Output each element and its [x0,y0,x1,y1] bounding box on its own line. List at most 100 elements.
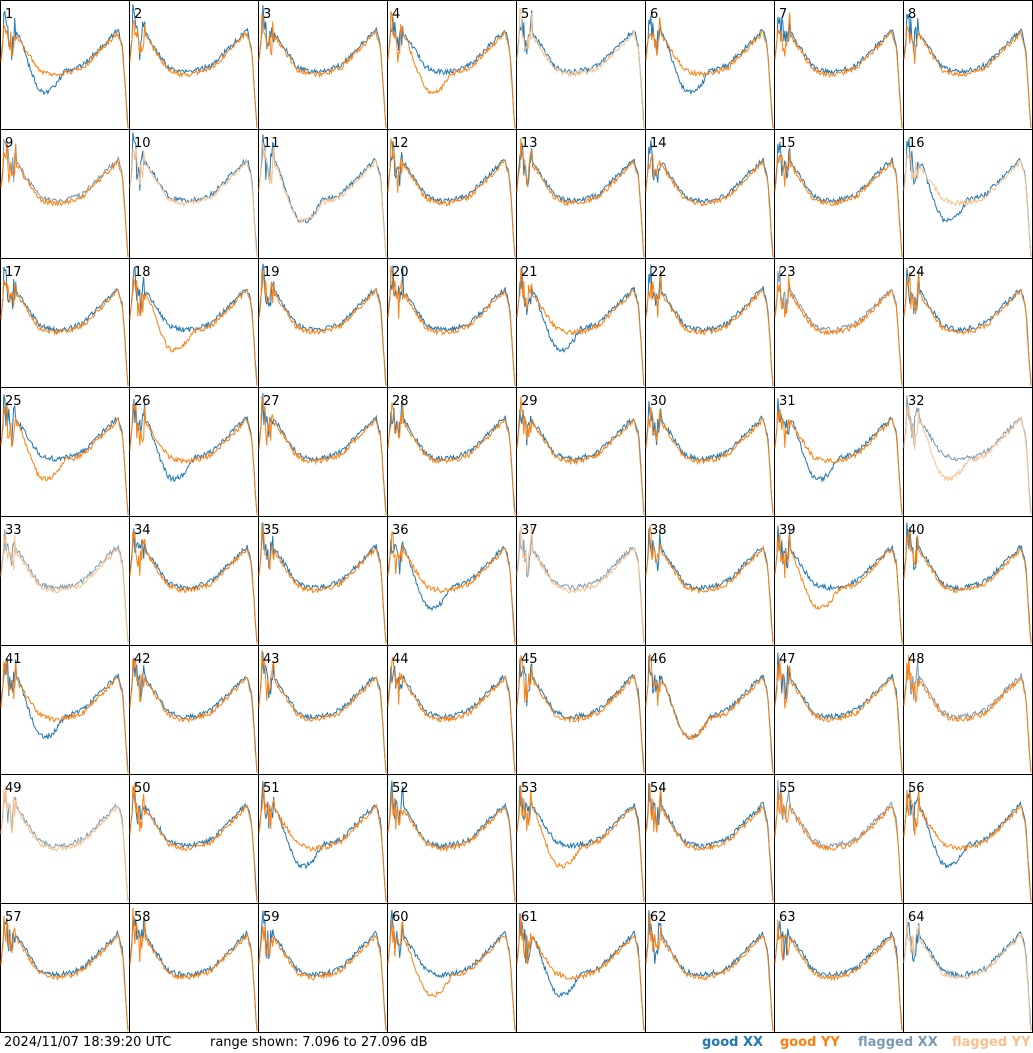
panel-yy-line-46 [645,653,774,774]
panel-yy-line-3 [258,13,387,129]
panel-yy-line-12 [387,138,516,258]
panel-frame-4 [387,0,517,130]
legend-flagged-yy: flagged YY [952,1035,1031,1050]
panel-yy-line-42 [129,658,258,774]
panel-yy-line-26 [129,403,258,516]
panel-label-47: 47 [779,652,796,667]
panel-yy-line-60 [387,919,516,1032]
panel-label-4: 4 [392,7,400,22]
panel-label-23: 23 [779,265,796,280]
panel-yy-line-28 [387,402,516,516]
panel-yy-line-49 [0,785,129,903]
panel-yy-line-38 [645,525,774,645]
panel-label-38: 38 [650,523,667,538]
panel-label-8: 8 [908,7,916,22]
panel-frame-8 [903,0,1033,130]
panel-yy-line-45 [516,655,645,774]
panel-frame-62 [645,903,775,1033]
panel-xx-line-8 [903,13,1032,129]
panel-yy-line-47 [774,657,903,774]
panel-yy-line-30 [645,406,774,516]
range-text: range shown: 7.096 to 27.096 dB [210,1035,428,1050]
panel-xx-line-7 [774,15,903,129]
panel-label-26: 26 [134,394,151,409]
panel-label-10: 10 [134,136,151,151]
panel-frame-18 [129,258,259,388]
panel-yy-line-4 [387,11,516,129]
panel-label-20: 20 [392,265,409,280]
panel-yy-line-61 [516,914,645,1032]
panel-yy-line-8 [903,24,1032,129]
panel-xx-line-62 [645,910,774,1031]
panel-xx-line-32 [903,395,1032,513]
panel-yy-line-29 [516,396,645,516]
panel-label-13: 13 [521,136,538,151]
timestamp: 2024/11/07 18:39:20 UTC [4,1035,172,1050]
panel-xx-line-26 [129,398,258,513]
panel-label-29: 29 [521,394,538,409]
panel-label-19: 19 [263,265,280,280]
panel-xx-line-60 [387,909,516,1031]
panel-yy-line-33 [0,534,129,645]
panel-frame-60 [387,903,517,1033]
panel-label-64: 64 [908,910,925,925]
panel-xx-line-37 [516,525,645,643]
panel-yy-line-11 [258,141,387,258]
panel-label-61: 61 [521,910,538,925]
panel-frame-31 [774,387,904,517]
panel-frame-2 [129,0,259,130]
panel-frame-33 [0,516,130,646]
legend-flagged-xx: flagged XX [858,1035,938,1050]
panel-label-12: 12 [392,136,409,151]
panel-yy-line-19 [258,268,387,387]
panel-frame-29 [516,387,646,517]
panel-label-49: 49 [5,781,22,796]
panel-yy-line-20 [387,265,516,387]
legend-good-yy: good YY [780,1035,840,1050]
panel-yy-line-37 [516,525,645,645]
panel-yy-line-14 [645,153,774,258]
panel-xx-line-12 [387,141,516,258]
panel-frame-13 [516,129,646,259]
panel-frame-51 [258,774,388,904]
panel-yy-line-15 [774,150,903,258]
panel-xx-line-43 [258,651,387,772]
panel-frame-19 [258,258,388,388]
panel-label-45: 45 [521,652,538,667]
panel-yy-line-39 [774,532,903,645]
panel-label-32: 32 [908,394,925,409]
panel-frame-6 [645,0,775,130]
panel-label-44: 44 [392,652,409,667]
panel-frame-20 [387,258,517,388]
panel-label-21: 21 [521,265,538,280]
panel-yy-line-40 [903,528,1032,645]
panel-frame-57 [0,903,130,1033]
panel-frame-9 [0,129,130,259]
panel-yy-line-57 [0,915,129,1032]
panel-yy-line-59 [258,925,387,1032]
panel-frame-49 [0,774,130,904]
panel-label-53: 53 [521,781,538,796]
panel-label-5: 5 [521,7,529,22]
panel-yy-line-18 [129,276,258,387]
panel-yy-line-52 [387,790,516,903]
panel-yy-line-56 [903,787,1032,903]
panel-yy-line-53 [516,784,645,903]
panel-label-42: 42 [134,652,151,667]
panel-label-31: 31 [779,394,796,409]
panel-yy-line-25 [0,402,129,516]
panel-label-24: 24 [908,265,925,280]
panel-frame-42 [129,645,259,775]
panel-frame-41 [0,645,130,775]
panel-xx-line-9 [0,138,129,258]
panel-label-34: 34 [134,523,151,538]
panel-yy-line-13 [516,137,645,258]
panel-yy-line-10 [129,148,258,258]
panel-frame-59 [258,903,388,1033]
panel-xx-line-29 [516,409,645,513]
panel-frame-1 [0,0,130,130]
panel-label-25: 25 [5,394,22,409]
panel-frame-53 [516,774,646,904]
panel-yy-line-51 [258,784,387,903]
